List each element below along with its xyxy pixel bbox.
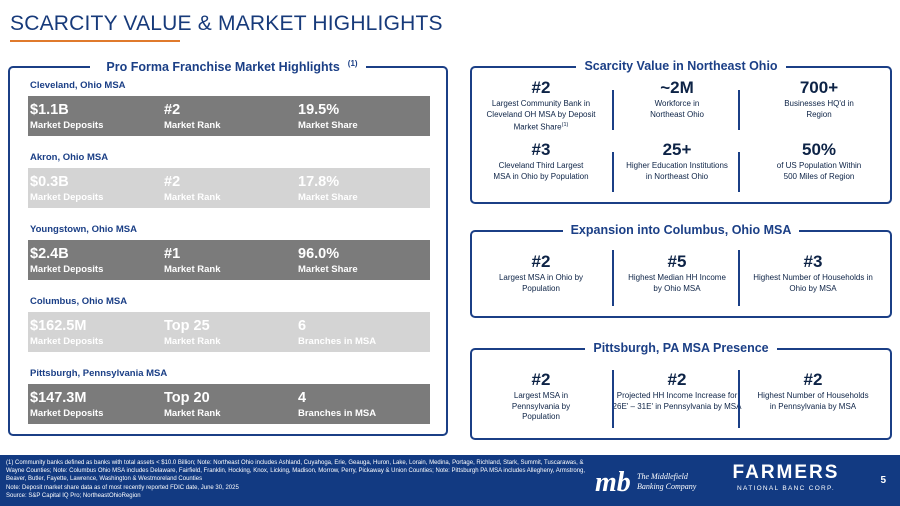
divider [738,370,740,428]
farmers-subtitle: NATIONAL BANC CORP. [737,485,835,492]
market-rank-value: Top 25 [164,318,210,334]
market-rank-label: Market Rank [164,408,221,419]
pittsburgh-heading: Pittsburgh, PA MSA Presence [472,341,890,355]
divider [612,152,614,192]
market-deposits-label: Market Deposits [30,408,104,419]
title-underline [10,40,180,42]
market-deposits-value: $162.5M [30,318,87,334]
market-share-value: 96.0% [298,246,340,262]
stat-higher-education: 25+ Higher Education Institutions in Nor… [626,140,728,181]
columbus-heading: Expansion into Columbus, Ohio MSA [472,223,890,237]
market-highlights-heading: Pro Forma Franchise Market Highlights (1) [10,59,446,75]
divider [612,370,614,428]
msa-label-akron: Akron, Ohio MSA [30,152,109,163]
footnote-data-date: Note: Deposit market share data as of mo… [6,484,239,491]
stat-households-ohio: #3 Highest Number of Households in Ohio … [753,252,873,293]
columbus-panel: Expansion into Columbus, Ohio MSA #2 Lar… [470,223,892,318]
stat-median-income: #5 Highest Median HH Income by Ohio MSA [628,252,726,293]
market-deposits-label: Market Deposits [30,192,104,203]
branches-label: Branches in MSA [298,408,377,419]
msa-label-cleveland: Cleveland, Ohio MSA [30,80,126,91]
market-deposits-value: $0.3B [30,174,69,190]
market-rank-value: #2 [164,102,181,118]
stat-largest-msa-pennsylvania: #2 Largest MSA in Pennsylvania by Popula… [511,370,571,421]
market-bar-youngstown: $2.4B Market Deposits #1 Market Rank 96.0%… [28,240,430,280]
market-deposits-label: Market Deposits [30,336,104,347]
footnote-definitions: (1) Community banks defined as banks wit… [6,460,586,483]
market-rank-value: #2 [164,174,181,190]
farmers-logo: FARMERS NATIONAL BANC CORP. [725,462,847,493]
stat-workforce: ~2M Workforce in Northeast Ohio [650,78,704,119]
branches-label: Branches in MSA [298,336,377,347]
divider [738,90,740,130]
stat-largest-community-bank: #2 Largest Community Bank in Cleveland O… [486,78,596,132]
market-deposits-value: $2.4B [30,246,69,262]
market-bar-pittsburgh: $147.3M Market Deposits Top 20 Market Rank… [28,384,430,424]
market-rank-label: Market Rank [164,336,221,347]
market-bar-cleveland: $1.1B Market Deposits #2 Market Rank 19.5%… [28,96,430,136]
mb-monogram: mb [595,467,631,497]
mb-name-line1: The Middlefield [637,472,689,481]
footnotes: (1) Community banks defined as banks wit… [6,459,586,500]
msa-label-pittsburgh: Pittsburgh, Pennsylvania MSA [30,368,168,379]
scarcity-panel: Scarcity Value in Northeast Ohio #2 Larg… [470,59,892,204]
stat-us-population: 50% of US Population Within 500 Miles of… [776,140,862,181]
market-rank-value: Top 20 [164,390,210,406]
market-share-value: 17.8% [298,174,340,190]
market-share-value: 19.5% [298,102,340,118]
mb-name-line2: Banking Company [637,482,697,491]
pittsburgh-panel: Pittsburgh, PA MSA Presence #2 Largest M… [470,341,892,440]
divider [738,250,740,306]
branches-value: 4 [298,390,307,406]
msa-label-youngstown: Youngstown, Ohio MSA [30,224,137,235]
market-deposits-value: $1.1B [30,102,69,118]
market-share-label: Market Share [298,120,358,131]
stat-projected-income: #2 Projected HH Income Increase for 26E'… [612,370,742,411]
footer: (1) Community banks defined as banks wit… [0,455,900,506]
market-deposits-value: $147.3M [30,390,87,406]
market-highlights-panel: Pro Forma Franchise Market Highlights (1)… [8,59,448,436]
market-deposits-label: Market Deposits [30,264,104,275]
page-title: SCARCITY VALUE & MARKET HIGHLIGHTS [10,12,443,35]
farmers-name: FARMERS [732,462,840,483]
market-deposits-label: Market Deposits [30,120,104,131]
market-rank-label: Market Rank [164,264,221,275]
market-rank-label: Market Rank [164,192,221,203]
market-rank-label: Market Rank [164,120,221,131]
page-number: 5 [880,475,886,486]
msa-label-columbus: Columbus, Ohio MSA [30,296,128,307]
divider [612,250,614,306]
stat-businesses-hq: 700+ Businesses HQ'd in Region [784,78,854,119]
divider [738,152,740,192]
market-bar-columbus: $162.5M Market Deposits Top 25 Market Rank… [28,312,430,352]
divider [612,90,614,130]
stat-third-largest-msa: #3 Cleveland Third Largest MSA in Ohio b… [493,140,589,181]
market-bar-akron: $0.3B Market Deposits #2 Market Rank 17.8%… [28,168,430,208]
market-share-label: Market Share [298,192,358,203]
scarcity-heading: Scarcity Value in Northeast Ohio [472,59,890,73]
middlefield-bank-logo: mb The Middlefield Banking Company [595,467,697,497]
branches-value: 6 [298,318,307,334]
footnote-source: Source: S&P Capital IQ Pro; NortheastOhi… [6,492,141,499]
market-rank-value: #1 [164,246,181,262]
stat-largest-msa-ohio: #2 Largest MSA in Ohio by Population [498,252,584,293]
market-share-label: Market Share [298,264,358,275]
stat-households-pennsylvania: #2 Highest Number of Households in Penns… [757,370,869,411]
